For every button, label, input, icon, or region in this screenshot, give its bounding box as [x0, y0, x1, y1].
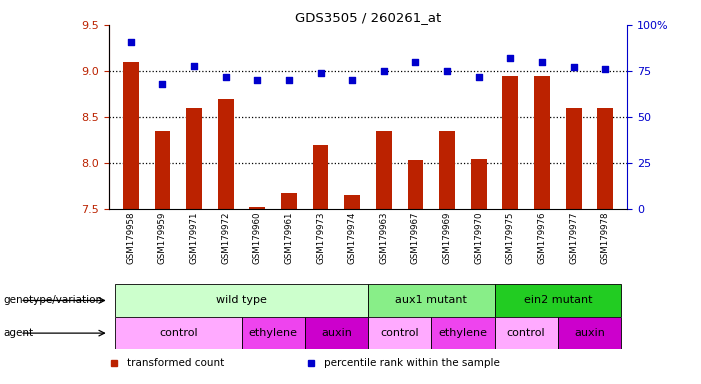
Bar — [440, 131, 455, 209]
Bar — [566, 108, 582, 209]
Text: ethylene: ethylene — [249, 328, 298, 338]
Bar — [123, 62, 139, 209]
Text: auxin: auxin — [574, 328, 605, 338]
Text: agent: agent — [4, 328, 34, 338]
Text: GSM179973: GSM179973 — [316, 212, 325, 264]
Bar — [471, 159, 486, 209]
Point — [220, 73, 231, 79]
Bar — [494, 317, 558, 349]
Point — [189, 63, 200, 69]
Point — [599, 66, 611, 72]
Bar — [503, 76, 518, 209]
Text: GSM179959: GSM179959 — [158, 212, 167, 264]
Point — [568, 64, 579, 70]
Bar — [242, 317, 305, 349]
Point — [157, 81, 168, 87]
Bar — [154, 131, 170, 209]
Text: GSM179971: GSM179971 — [189, 212, 198, 264]
Text: GSM179972: GSM179972 — [222, 212, 230, 264]
Point — [283, 77, 294, 83]
Bar — [597, 108, 613, 209]
Text: ethylene: ethylene — [438, 328, 487, 338]
Bar — [494, 284, 621, 317]
Point — [379, 68, 390, 74]
Text: ein2 mutant: ein2 mutant — [524, 295, 592, 306]
Bar — [115, 284, 368, 317]
Bar — [186, 108, 202, 209]
Bar — [281, 193, 297, 209]
Bar — [313, 145, 329, 209]
Text: GSM179961: GSM179961 — [285, 212, 294, 264]
Point — [252, 77, 263, 83]
Point — [442, 68, 453, 74]
Bar — [407, 161, 423, 209]
Bar — [534, 76, 550, 209]
Text: GSM179974: GSM179974 — [348, 212, 357, 264]
Text: GSM179958: GSM179958 — [126, 212, 135, 264]
Text: genotype/variation: genotype/variation — [4, 295, 102, 306]
Text: GSM179967: GSM179967 — [411, 212, 420, 264]
Text: GSM179960: GSM179960 — [253, 212, 261, 264]
Text: GSM179976: GSM179976 — [538, 212, 547, 264]
Point — [315, 70, 326, 76]
Bar — [431, 317, 494, 349]
Bar — [558, 317, 621, 349]
Point — [505, 55, 516, 61]
Bar — [376, 131, 392, 209]
Text: GSM179978: GSM179978 — [601, 212, 610, 264]
Text: transformed count: transformed count — [127, 358, 224, 368]
Point — [410, 59, 421, 65]
Text: GSM179977: GSM179977 — [569, 212, 578, 264]
Bar — [305, 317, 368, 349]
Bar — [250, 207, 265, 209]
Text: control: control — [159, 328, 198, 338]
Title: GDS3505 / 260261_at: GDS3505 / 260261_at — [295, 11, 441, 24]
Bar — [368, 317, 431, 349]
Point — [346, 77, 358, 83]
Bar — [344, 195, 360, 209]
Text: aux1 mutant: aux1 mutant — [395, 295, 468, 306]
Text: control: control — [381, 328, 419, 338]
Text: control: control — [507, 328, 545, 338]
Bar — [115, 317, 242, 349]
Text: GSM179969: GSM179969 — [442, 212, 451, 264]
Text: GSM179970: GSM179970 — [475, 212, 483, 264]
Text: auxin: auxin — [321, 328, 352, 338]
Text: GSM179975: GSM179975 — [506, 212, 515, 264]
Text: GSM179963: GSM179963 — [379, 212, 388, 264]
Text: wild type: wild type — [216, 295, 267, 306]
Point — [125, 38, 137, 45]
Bar — [368, 284, 494, 317]
Bar — [218, 99, 233, 209]
Point — [473, 73, 484, 79]
Text: percentile rank within the sample: percentile rank within the sample — [324, 358, 500, 368]
Point — [536, 59, 547, 65]
